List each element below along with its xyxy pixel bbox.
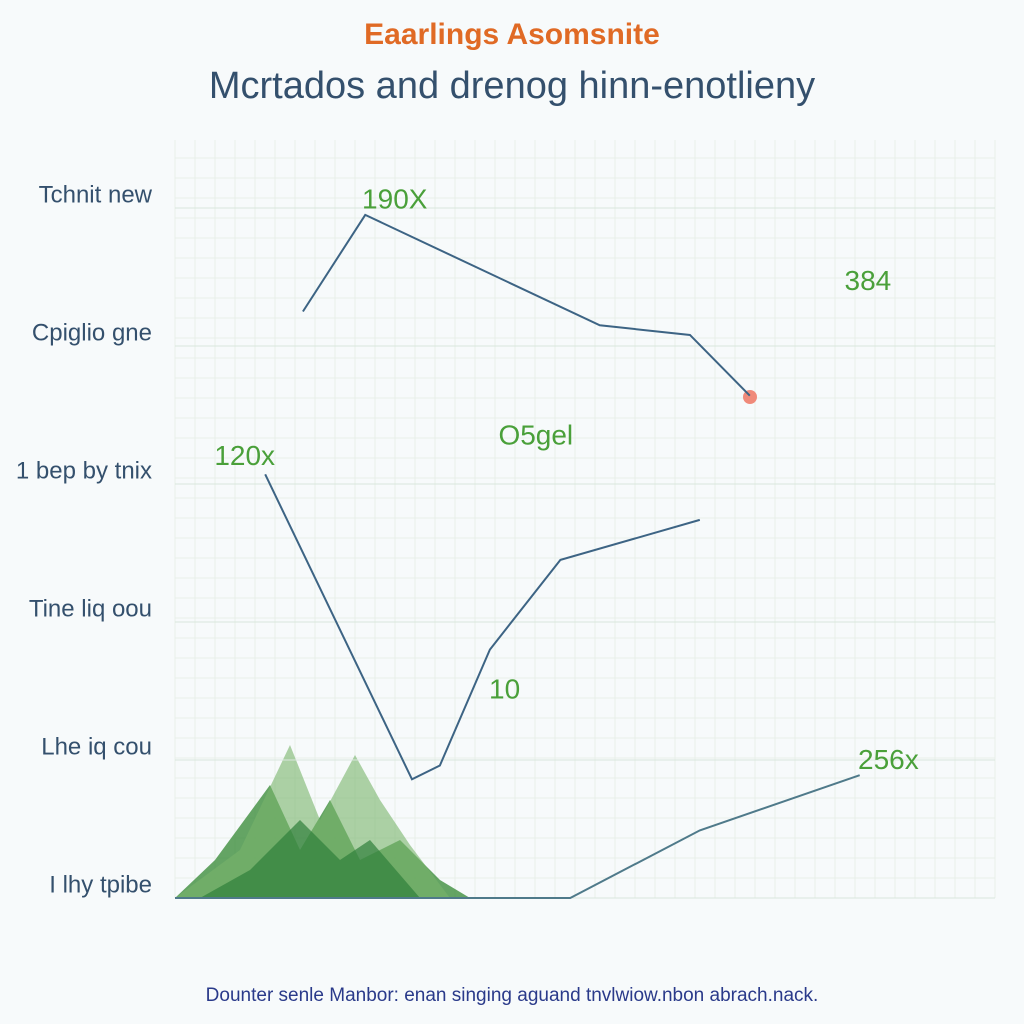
line-series <box>302 213 751 397</box>
y-tick-label: 1 bep by tnix <box>16 457 152 484</box>
minor-grid <box>174 140 996 899</box>
line-series <box>264 473 701 781</box>
y-tick-label: Cpiglio gne <box>32 319 152 346</box>
y-tick-label: Lhe iq cou <box>41 733 152 760</box>
annotation: O5gel <box>498 419 573 450</box>
footer: Dounter senle Manbor: enan singing aguan… <box>206 985 819 1006</box>
annotation: 10 <box>489 673 520 704</box>
annotation: 256x <box>858 744 919 775</box>
line-series <box>175 774 861 899</box>
annotation: 384 <box>845 265 892 296</box>
annotation: 190X <box>362 183 428 214</box>
chart-title: Eaarlings Asomsnite <box>364 18 660 51</box>
y-tick-label: Tine liq oou <box>29 595 152 622</box>
annotation: 120x <box>214 440 275 471</box>
area-decoration <box>175 745 470 898</box>
y-tick-label: I lhy tpibe <box>49 871 152 898</box>
chart-subtitle: Mcrtados and drenog hinn-enotlieny <box>209 65 815 107</box>
y-tick-label: Tchnit new <box>39 181 153 208</box>
